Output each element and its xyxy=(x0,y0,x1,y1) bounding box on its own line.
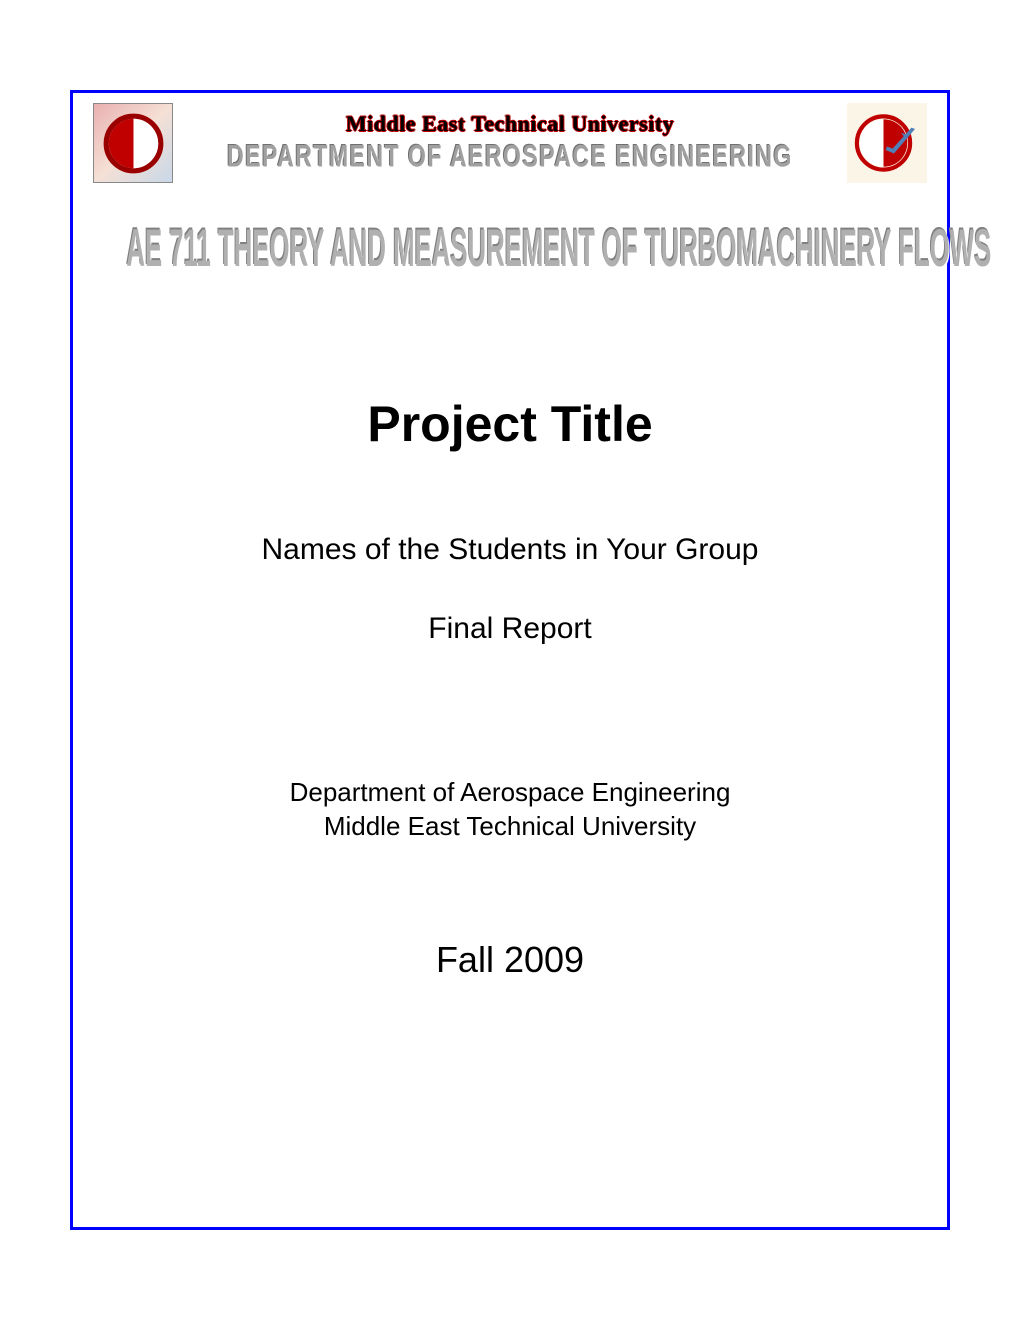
semester: Fall 2009 xyxy=(93,939,927,981)
metu-circle-icon xyxy=(101,111,166,176)
aerospace-circle-icon xyxy=(852,108,922,178)
header-center: Middle East Technical University DEPARTM… xyxy=(227,103,793,170)
project-title: Project Title xyxy=(93,395,927,453)
department-info: Department of Aerospace Engineering Midd… xyxy=(93,776,927,844)
dept-line-1: Department of Aerospace Engineering xyxy=(93,776,927,810)
course-title: AE 711 THEORY AND MEASUREMENT OF TURBOMA… xyxy=(126,219,893,280)
university-name: Middle East Technical University xyxy=(227,111,793,137)
aerospace-logo-right xyxy=(847,103,927,183)
students-line: Names of the Students in Your Group xyxy=(93,533,927,567)
cover-page: Middle East Technical University DEPARTM… xyxy=(70,90,950,1230)
dept-line-2: Middle East Technical University xyxy=(93,810,927,844)
header-row: Middle East Technical University DEPARTM… xyxy=(93,103,927,183)
department-name: DEPARTMENT OF AEROSPACE ENGINEERING xyxy=(227,138,793,174)
metu-logo-left xyxy=(93,103,173,183)
report-type: Final Report xyxy=(93,612,927,646)
